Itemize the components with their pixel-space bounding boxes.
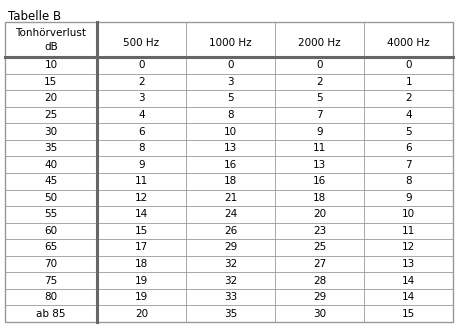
Text: 13: 13: [313, 160, 325, 170]
Text: 19: 19: [134, 276, 148, 286]
Text: 12: 12: [401, 242, 414, 253]
Text: 15: 15: [134, 226, 148, 236]
Text: 23: 23: [313, 226, 325, 236]
Text: 5: 5: [227, 93, 233, 103]
Text: 21: 21: [224, 193, 237, 203]
Text: 10: 10: [224, 127, 237, 136]
Text: 0: 0: [227, 60, 233, 70]
Text: Tonhörverlust: Tonhörverlust: [16, 28, 86, 37]
Text: 11: 11: [313, 143, 325, 153]
Text: 20: 20: [134, 309, 148, 319]
Text: 75: 75: [44, 276, 57, 286]
Text: 18: 18: [134, 259, 148, 269]
Text: 20: 20: [313, 209, 325, 219]
Text: 4: 4: [138, 110, 145, 120]
Text: 32: 32: [224, 259, 237, 269]
Text: 2: 2: [138, 77, 145, 87]
Text: 35: 35: [224, 309, 237, 319]
Text: 60: 60: [44, 226, 57, 236]
Text: 20: 20: [44, 93, 57, 103]
Text: 25: 25: [313, 242, 325, 253]
Text: Tabelle B: Tabelle B: [8, 10, 61, 23]
Text: 2: 2: [404, 93, 411, 103]
Text: 7: 7: [316, 110, 322, 120]
Text: 1000 Hz: 1000 Hz: [209, 38, 252, 48]
Text: 25: 25: [44, 110, 57, 120]
Text: 29: 29: [224, 242, 237, 253]
Text: 8: 8: [227, 110, 233, 120]
Text: 13: 13: [401, 259, 414, 269]
Text: 3: 3: [227, 77, 233, 87]
Text: 15: 15: [401, 309, 414, 319]
Text: 16: 16: [224, 160, 237, 170]
Text: 8: 8: [404, 176, 411, 186]
Text: 3: 3: [138, 93, 145, 103]
Text: 65: 65: [44, 242, 57, 253]
Text: 12: 12: [134, 193, 148, 203]
Text: 24: 24: [224, 209, 237, 219]
Text: 18: 18: [313, 193, 325, 203]
Text: 16: 16: [313, 176, 325, 186]
Text: 15: 15: [44, 77, 57, 87]
Text: 5: 5: [404, 127, 411, 136]
Text: 2000 Hz: 2000 Hz: [298, 38, 340, 48]
Text: 35: 35: [44, 143, 57, 153]
Text: 2: 2: [316, 77, 322, 87]
Text: 55: 55: [44, 209, 57, 219]
Text: 45: 45: [44, 176, 57, 186]
Text: 9: 9: [404, 193, 411, 203]
Text: 8: 8: [138, 143, 145, 153]
Text: 1: 1: [404, 77, 411, 87]
Text: 11: 11: [401, 226, 414, 236]
Text: 14: 14: [401, 292, 414, 302]
Text: 27: 27: [313, 259, 325, 269]
Text: 13: 13: [224, 143, 237, 153]
Text: 9: 9: [316, 127, 322, 136]
Text: 5: 5: [316, 93, 322, 103]
Text: 10: 10: [44, 60, 57, 70]
Text: 9: 9: [138, 160, 145, 170]
Text: 11: 11: [134, 176, 148, 186]
Text: 28: 28: [313, 276, 325, 286]
Text: 4: 4: [404, 110, 411, 120]
Text: 6: 6: [138, 127, 145, 136]
Text: 19: 19: [134, 292, 148, 302]
Text: 14: 14: [401, 276, 414, 286]
Text: 80: 80: [44, 292, 57, 302]
Text: 0: 0: [404, 60, 411, 70]
Text: 0: 0: [138, 60, 144, 70]
Text: 17: 17: [134, 242, 148, 253]
Text: 29: 29: [313, 292, 325, 302]
Text: 30: 30: [313, 309, 325, 319]
Text: ab 85: ab 85: [36, 309, 66, 319]
Text: 0: 0: [316, 60, 322, 70]
Text: 6: 6: [404, 143, 411, 153]
Text: 500 Hz: 500 Hz: [123, 38, 159, 48]
Text: 26: 26: [224, 226, 237, 236]
Text: 70: 70: [44, 259, 57, 269]
Text: 14: 14: [134, 209, 148, 219]
Text: 7: 7: [404, 160, 411, 170]
Text: 30: 30: [44, 127, 57, 136]
Text: 10: 10: [401, 209, 414, 219]
Text: 33: 33: [224, 292, 237, 302]
Text: 18: 18: [224, 176, 237, 186]
Text: dB: dB: [44, 42, 58, 52]
Text: 4000 Hz: 4000 Hz: [386, 38, 429, 48]
Text: 50: 50: [44, 193, 57, 203]
Text: 40: 40: [44, 160, 57, 170]
Text: 32: 32: [224, 276, 237, 286]
